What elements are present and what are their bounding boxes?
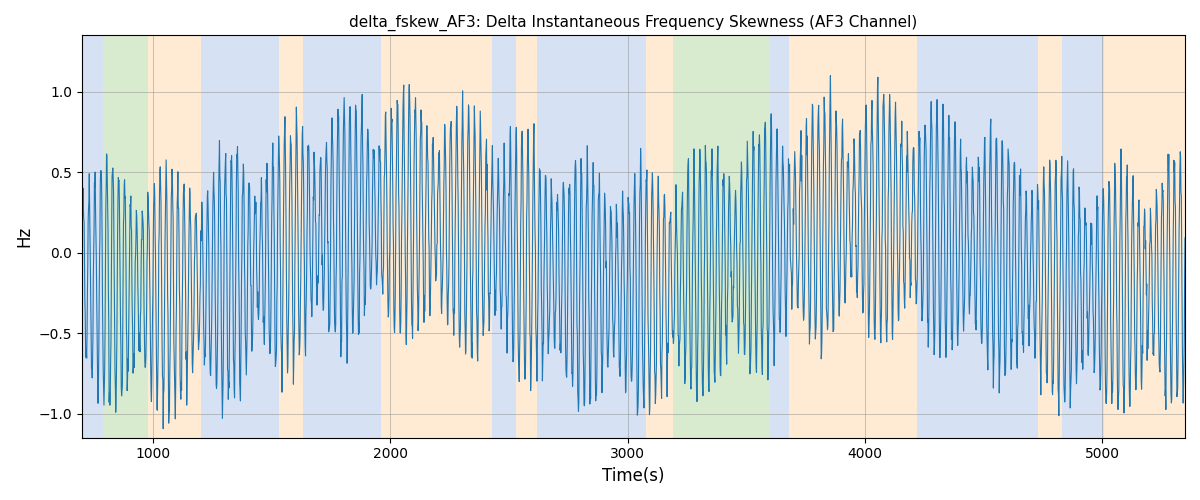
Bar [917, 36, 1038, 438]
X-axis label: Time(s): Time(s) [602, 467, 665, 485]
Bar [149, 36, 200, 438]
Y-axis label: Hz: Hz [14, 226, 32, 247]
Bar [278, 36, 302, 438]
Bar [647, 36, 672, 438]
Bar [538, 36, 647, 438]
Bar [492, 36, 516, 438]
Bar [82, 36, 103, 438]
Bar [516, 36, 538, 438]
Bar [1038, 36, 1062, 438]
Bar [380, 36, 492, 438]
Title: delta_fskew_AF3: Delta Instantaneous Frequency Skewness (AF3 Channel): delta_fskew_AF3: Delta Instantaneous Fre… [349, 15, 918, 31]
Bar [672, 36, 770, 438]
Bar [103, 36, 149, 438]
Bar [1104, 36, 1184, 438]
Bar [200, 36, 278, 438]
Bar [770, 36, 788, 438]
Bar [1062, 36, 1104, 438]
Bar [302, 36, 380, 438]
Bar [788, 36, 917, 438]
